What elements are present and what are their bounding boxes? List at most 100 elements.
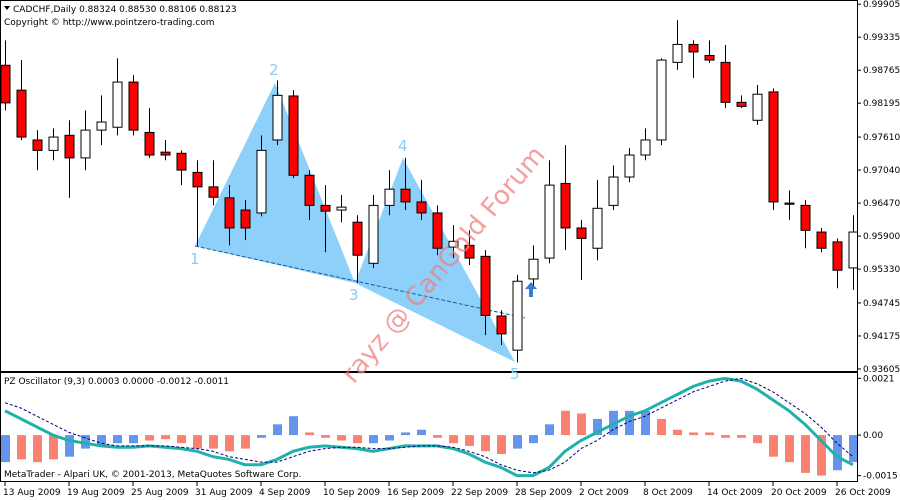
histogram-bar xyxy=(689,432,698,436)
histogram-bar xyxy=(193,435,202,449)
candle-body xyxy=(512,280,523,351)
histogram-bar xyxy=(753,435,762,444)
histogram-bar xyxy=(1,435,10,463)
histogram-bar xyxy=(209,435,218,449)
histogram-bar xyxy=(401,432,410,436)
y-tick-label: 0.00 xyxy=(863,431,883,441)
histogram-bar xyxy=(673,429,682,436)
x-tick-label: 20 Oct 2009 xyxy=(771,488,827,498)
candle-body xyxy=(496,315,507,335)
histogram-bar xyxy=(385,435,394,441)
candle-body xyxy=(240,209,251,229)
histogram-bar xyxy=(241,435,250,449)
x-tick-label: 2 Oct 2009 xyxy=(579,488,629,498)
candle-body xyxy=(720,61,731,103)
candle-body xyxy=(288,95,299,176)
histogram-bar xyxy=(97,435,106,446)
candle-body xyxy=(352,221,363,256)
candle-body xyxy=(816,231,827,249)
pattern-label: 5 xyxy=(510,365,520,383)
y-tick-label: 0.97040 xyxy=(863,166,900,176)
x-tick-label: 31 Aug 2009 xyxy=(195,488,253,498)
candle-body xyxy=(368,204,379,264)
histogram-bar xyxy=(129,435,138,444)
histogram-bar xyxy=(849,435,857,463)
chart-subtitle: Copyright © http://www.pointzero-trading… xyxy=(4,18,214,28)
y-tick-label: 0.0021 xyxy=(863,374,895,384)
candle-body xyxy=(624,154,635,178)
oscillator-title: PZ Oscillator (9,3) 0.0003 0.0000 -0.001… xyxy=(4,377,229,387)
histogram-bar xyxy=(337,435,346,441)
candle-body xyxy=(480,255,491,316)
histogram-bar xyxy=(257,435,266,438)
candle-body xyxy=(256,149,267,214)
candle-body xyxy=(656,59,667,141)
main-panel xyxy=(0,20,857,363)
histogram-bar xyxy=(657,418,666,436)
pattern-labels: 1 2 3 4 5 xyxy=(190,61,520,383)
main-frame xyxy=(0,0,858,372)
y-tick-label: 0.96470 xyxy=(863,199,900,209)
candle-body xyxy=(464,244,475,259)
histogram-bar xyxy=(833,435,842,471)
chart-title: CADCHF,Daily 0.88324 0.88530 0.88106 0.8… xyxy=(13,5,237,15)
histogram-bar xyxy=(321,435,330,438)
x-tick-label: 25 Aug 2009 xyxy=(131,488,189,498)
candle-body xyxy=(800,204,811,231)
histogram-bar xyxy=(289,416,298,436)
y-tick-label: -0.0015 xyxy=(863,472,898,482)
candle-body xyxy=(320,204,331,212)
candle-body xyxy=(144,131,155,156)
x-tick-label: 26 Oct 2009 xyxy=(835,488,891,498)
histogram-bar xyxy=(497,435,506,454)
y-tick-label: 0.99905 xyxy=(863,0,900,10)
pattern-label: 2 xyxy=(269,61,279,79)
y-tick-label: 0.94175 xyxy=(863,332,900,342)
pattern-label: 1 xyxy=(190,250,200,268)
candle-body xyxy=(592,207,603,249)
histogram-bar xyxy=(145,435,154,441)
histogram-bar xyxy=(641,410,650,436)
histogram-bar xyxy=(577,413,586,436)
y-tick-label: 0.95900 xyxy=(863,232,900,242)
histogram-bar xyxy=(593,418,602,436)
histogram-bar xyxy=(801,435,810,473)
candle-body xyxy=(528,258,539,280)
candle-body xyxy=(832,241,843,271)
candle-body xyxy=(576,227,587,239)
oscillator-frame xyxy=(0,372,858,482)
y-tick-label: 0.98195 xyxy=(863,99,900,109)
collapse-icon xyxy=(4,6,10,10)
candle-body xyxy=(416,201,427,214)
candle-body xyxy=(448,240,459,248)
histogram-bar xyxy=(481,435,490,452)
x-tick-label: 16 Sep 2009 xyxy=(387,488,444,498)
histogram-bar xyxy=(305,432,314,436)
histogram-bar xyxy=(33,435,42,463)
candle-body xyxy=(304,174,315,206)
candle-body xyxy=(272,94,283,141)
x-tick-label: 4 Sep 2009 xyxy=(259,488,311,498)
x-tick-label: 28 Sep 2009 xyxy=(515,488,572,498)
histogram-bar xyxy=(65,435,74,457)
candle-body xyxy=(640,139,651,156)
histogram-bar xyxy=(433,435,442,438)
candle-body xyxy=(176,152,187,171)
candle-body xyxy=(560,182,571,229)
x-tick-label: 14 Oct 2009 xyxy=(707,488,763,498)
candle-body xyxy=(784,202,795,205)
histogram-bar xyxy=(417,429,426,436)
y-tick-label: 0.94745 xyxy=(863,299,900,309)
candle-body xyxy=(16,89,27,138)
histogram-bar xyxy=(561,410,570,436)
candle-body xyxy=(432,212,443,249)
x-tick-label: 19 Aug 2009 xyxy=(67,488,125,498)
histogram-bar xyxy=(113,435,122,444)
x-tick-label: 13 Aug 2009 xyxy=(3,488,61,498)
histogram-bar xyxy=(625,410,634,436)
pattern-label: 4 xyxy=(398,137,408,155)
candle-body xyxy=(96,121,107,131)
histogram-bar xyxy=(817,435,826,476)
candle-body xyxy=(160,151,171,156)
histogram-bar xyxy=(369,435,378,444)
